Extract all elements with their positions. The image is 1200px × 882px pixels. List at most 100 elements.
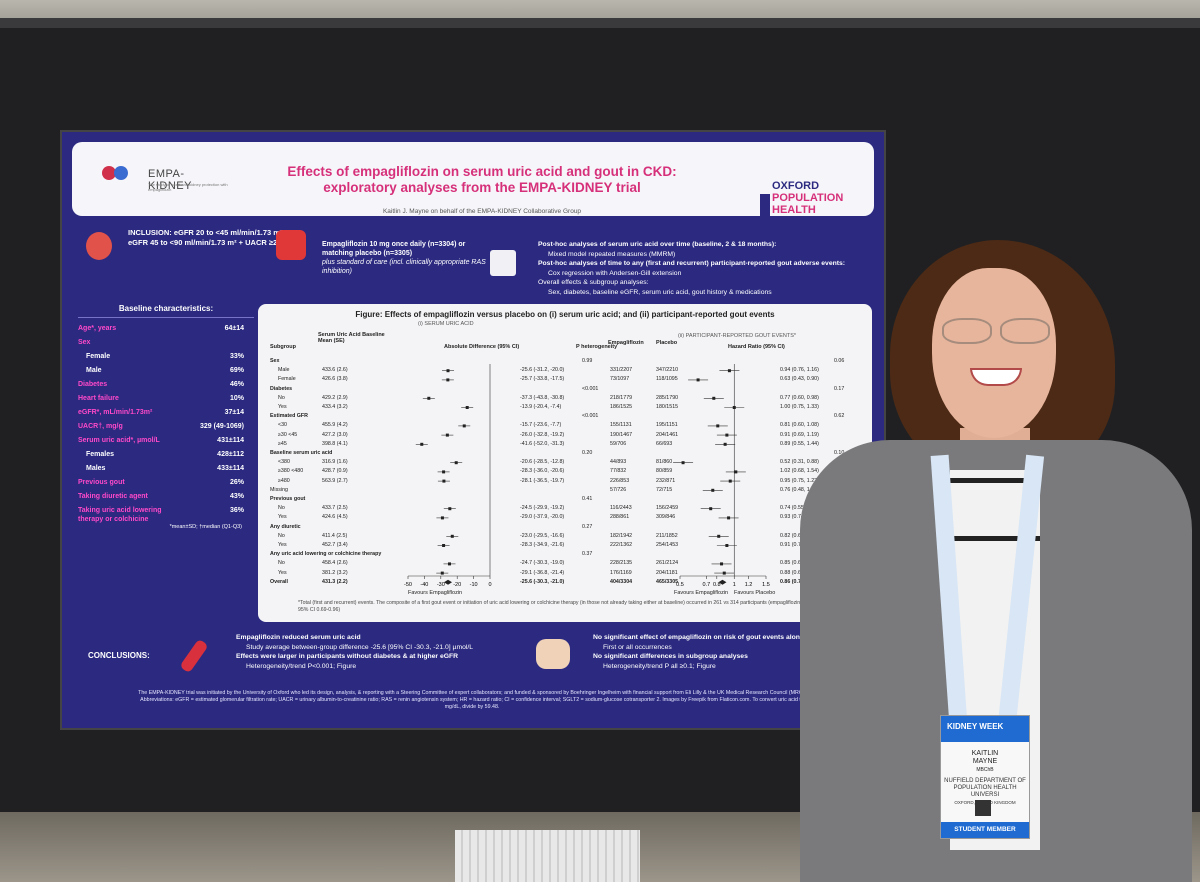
baseline-row: Age*, years 64±14 <box>78 324 254 333</box>
hr-tick-label: 1.5 <box>762 582 770 588</box>
oxford-line2: POPULATION <box>772 192 844 204</box>
hr-point <box>722 571 726 575</box>
cell-hr: 0.76 (0.48, 1.22) <box>780 486 819 493</box>
forest-plot-svg: -50 -40 -30 -20 -10 0 0.5 0.7 0.8 1 1.2 1.5 <box>404 364 770 588</box>
col-baseline: Serum Uric Acid Baseline Mean (SE) <box>318 332 385 344</box>
research-poster: EMPA-KIDNEY The study of heart and kidne… <box>62 132 884 728</box>
baseline-row: Female 33% <box>78 352 254 361</box>
conc-l2: Study average between-group difference -… <box>246 643 474 651</box>
col-empa: Empagliflozin <box>608 340 644 346</box>
cell-empa: 44/893 <box>610 459 627 466</box>
cell-empa: 176/1169 <box>610 569 632 576</box>
baseline-row: Previous gout 26% <box>78 478 254 487</box>
cell-diff: -24.7 (-30.3, -19.0) <box>520 560 565 567</box>
conc-r1: No significant effect of empagliflozin o… <box>593 634 804 641</box>
cell-empa: 77/832 <box>610 468 627 475</box>
baseline-label: Sex <box>78 339 91 346</box>
diff-tick-label: -20 <box>453 582 461 588</box>
cell-base: 398.8 (4.1) <box>322 440 348 447</box>
table-row: ≥480 563.9 (2.7) -28.1 (-36.5, -19.7) 226/8… <box>258 478 872 485</box>
cell-empa: 116/2443 <box>610 505 632 512</box>
drug-text: Empagliflozin 10 mg once daily (n=3304) … <box>322 240 492 276</box>
gout-foot-icon <box>536 639 570 669</box>
shirt-stripe <box>950 536 1040 541</box>
cell-hr: 0.88 (0.65, 1.18) <box>780 569 819 576</box>
acknowledgements: The EMPA-KIDNEY trial was initiated by t… <box>138 690 806 710</box>
hr-point <box>720 562 724 566</box>
table-row: Yes 452.7 (3.4) -28.3 (-34.9, -21.6) 222/13… <box>258 542 872 549</box>
hr-point <box>712 396 716 400</box>
cell-p2: 0.17 <box>834 385 845 392</box>
cell-name: <380 <box>278 459 290 466</box>
cell-hr: 0.77 (0.60, 0.98) <box>780 394 819 401</box>
diff-point <box>465 406 469 409</box>
oxford-crest-icon <box>760 194 770 216</box>
cell-name: No <box>278 532 285 539</box>
cell-name: Overall <box>270 578 288 585</box>
diff-tick-label: -50 <box>404 582 412 588</box>
baseline-label: UACR†, mg/g <box>78 423 123 430</box>
randomisation-dice-icon <box>276 230 306 260</box>
baseline-label: Males <box>86 465 106 472</box>
cell-name: Diabetes <box>270 385 293 392</box>
cell-name: ≥480 <box>278 477 290 484</box>
hr-tick-label: 0.5 <box>676 582 684 588</box>
cell-empa: 73/1097 <box>610 376 630 383</box>
kidney-right-icon <box>114 166 128 180</box>
hr-tick-label: 0.7 <box>703 582 711 588</box>
diff-overall-diamond <box>444 579 453 585</box>
cell-diff: -25.6 (-30.3, -21.0) <box>520 578 565 585</box>
baseline-label: Taking uric acid lowering therapy or col… <box>78 507 162 523</box>
cell-plac: 118/1095 <box>656 376 678 383</box>
baseline-label: Taking diuretic agent <box>78 493 148 500</box>
baseline-label: Age*, years <box>78 325 117 332</box>
cell-base: 433.7 (2.5) <box>322 505 348 512</box>
baseline-label: Heart failure <box>78 395 119 402</box>
cell-hr: 0.94 (0.76, 1.16) <box>780 367 819 374</box>
cell-plac: 81/860 <box>656 459 673 466</box>
cell-name: ≥30 <45 <box>278 431 298 438</box>
badge-first-name: KAITLIN <box>971 750 999 757</box>
cell-base: 316.9 (1.6) <box>322 459 348 466</box>
cell-base: 381.2 (3.2) <box>322 569 348 576</box>
baseline-row: Taking diuretic agent 43% <box>78 492 254 501</box>
table-row: <380 316.9 (1.6) -20.6 (-28.5, -12.8) 44/89… <box>258 459 872 466</box>
baseline-label: Serum uric acid*, µmol/L <box>78 437 160 444</box>
table-row: Estimated GFR <0.001 0.62 <box>258 413 872 420</box>
cell-plac: 80/859 <box>656 468 673 475</box>
diff-tick-label: -40 <box>420 582 428 588</box>
col-hr: Hazard Ratio (95% CI) <box>728 344 785 350</box>
cell-p: <0.001 <box>582 385 599 392</box>
table-row: ≥30 <45 427.2 (3.0) -26.0 (-32.8, -19.2) 19… <box>258 432 872 439</box>
hr-tick-label: 1.2 <box>745 582 753 588</box>
cell-diff: -28.3 (-34.9, -21.6) <box>520 542 565 548</box>
diff-point <box>462 424 466 428</box>
cell-name: Any diuretic <box>270 523 301 530</box>
drug-dose: Empagliflozin 10 mg once daily (n=3304) … <box>322 241 466 257</box>
baseline-value: 46% <box>229 381 244 388</box>
analysis-chart-icon <box>490 250 516 276</box>
diff-tick-label: 0 <box>488 582 491 588</box>
oxford-line1: OXFORD <box>772 180 820 192</box>
diff-point <box>440 516 444 520</box>
cell-base: 458.4 (2.6) <box>322 560 348 567</box>
cell-base: 563.9 (2.7) <box>322 477 348 484</box>
table-row: Baseline serum uric acid 0.20 0.10 <box>258 450 872 457</box>
hr-tick-label: 0.8 <box>713 582 721 588</box>
inclusion-panel: INCLUSION: eGFR 20 to <45 ml/min/1.73 m²… <box>76 224 496 294</box>
table-row: ≥380 <480 428.7 (0.9) -28.3 (-36.0, -20.6)… <box>258 468 872 475</box>
baseline-value: 43% <box>229 493 244 500</box>
cell-plac: 204/1461 <box>656 431 679 438</box>
poster-title: Effects of empagliflozin on serum uric a… <box>287 164 677 195</box>
cell-p: 0.20 <box>582 450 593 456</box>
hr-point <box>723 442 727 446</box>
cell-name: Yes <box>278 542 287 548</box>
baseline-value: 10% <box>229 395 244 402</box>
cell-name: Yes <box>278 569 287 576</box>
posthoc-methods: Post-hoc analyses of serum uric acid ove… <box>538 240 848 297</box>
badge-event: KIDNEY WEEK <box>947 722 1004 731</box>
badge-last-name: MAYNE <box>972 758 998 765</box>
cell-base: 428.7 (0.9) <box>322 468 348 475</box>
posthoc-line5: Overall effects & subgroup analyses: <box>538 279 649 286</box>
col-absdiff: Absolute Difference (95% CI) <box>444 344 520 350</box>
